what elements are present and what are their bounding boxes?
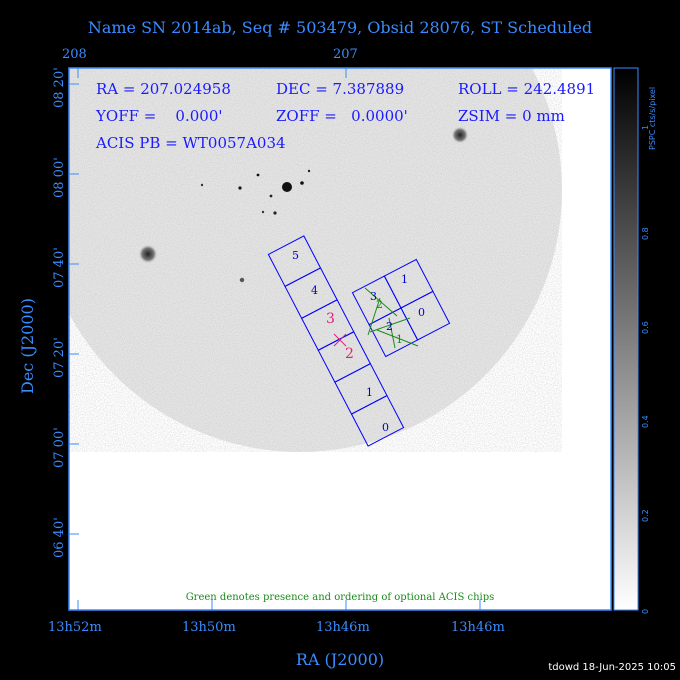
chip-label: 5	[292, 249, 299, 262]
bottom-tick-label: 13h46m	[451, 620, 505, 635]
colorbar-tick: 0.6	[641, 321, 650, 334]
left-tick-label: 07 20'	[52, 337, 67, 378]
colorbar-tick: 0	[641, 608, 650, 614]
acis-chip	[350, 394, 405, 447]
optional-chip-label: 1	[396, 333, 403, 346]
zsim-readout: ZSIM = 0 mm	[458, 107, 565, 125]
plot-frame	[68, 67, 612, 611]
chip-label: 2	[386, 320, 393, 333]
bottom-tick-label: 13h52m	[48, 620, 102, 635]
bottom-tick-label: 13h46m	[316, 620, 370, 635]
axis-ticks	[69, 68, 481, 610]
acis-s-array	[267, 235, 405, 447]
bottom-tick-label: 13h50m	[182, 620, 236, 635]
chip-label: 4	[311, 284, 318, 297]
ra-readout: RA = 207.024958	[96, 80, 231, 98]
acis-chip	[400, 290, 451, 341]
optional-chip-label: 2	[376, 298, 383, 311]
dec-readout: DEC = 7.387889	[276, 80, 405, 98]
acis-i-array	[351, 258, 451, 358]
colorbar-label: PSPC cts/s/pixel	[648, 86, 657, 150]
pspc-image	[69, 68, 562, 452]
left-tick-label: 08 00'	[52, 157, 67, 198]
colorbar-tick: 0.4	[641, 415, 650, 428]
yoff-readout: YOFF = 0.000'	[96, 107, 223, 125]
optional-chip-marks	[364, 287, 419, 349]
x-axis-label: RA (J2000)	[295, 650, 385, 669]
optional-chips-note: Green denotes presence and ordering of o…	[185, 592, 495, 603]
colorbar-tick: 1	[641, 124, 650, 130]
roll-readout: ROLL = 242.4891	[458, 80, 596, 98]
chip-label: 1	[366, 386, 373, 399]
colorbar-tick: 0.2	[641, 509, 650, 522]
chip-label: 1	[401, 273, 408, 286]
chip-label: 3	[370, 290, 377, 303]
left-tick-label: 08 20'	[52, 67, 67, 108]
top-tick-label: 207	[333, 47, 358, 62]
chip-label: 0	[418, 306, 425, 319]
colorbar	[613, 67, 639, 611]
chip-label: 3	[326, 311, 335, 327]
y-axis-label: Dec (J2000)	[18, 298, 37, 394]
footer-stamp: tdowd 18-Jun-2025 10:05	[548, 662, 676, 673]
top-tick-label: 208	[62, 47, 87, 62]
chip-label: 2	[345, 346, 354, 362]
left-tick-label: 07 00'	[52, 427, 67, 468]
colorbar-tick: 0.8	[641, 227, 650, 240]
left-tick-label: 07 40'	[52, 247, 67, 288]
chip-label: 0	[382, 421, 389, 434]
plot-title: Name SN 2014ab, Seq # 503479, Obsid 2807…	[87, 18, 593, 37]
aimpoint-marker	[333, 333, 347, 347]
zoff-readout: ZOFF = 0.0000'	[276, 107, 408, 125]
left-tick-label: 06 40'	[52, 517, 67, 558]
acis-pb-readout: ACIS PB = WT0057A034	[96, 134, 286, 152]
